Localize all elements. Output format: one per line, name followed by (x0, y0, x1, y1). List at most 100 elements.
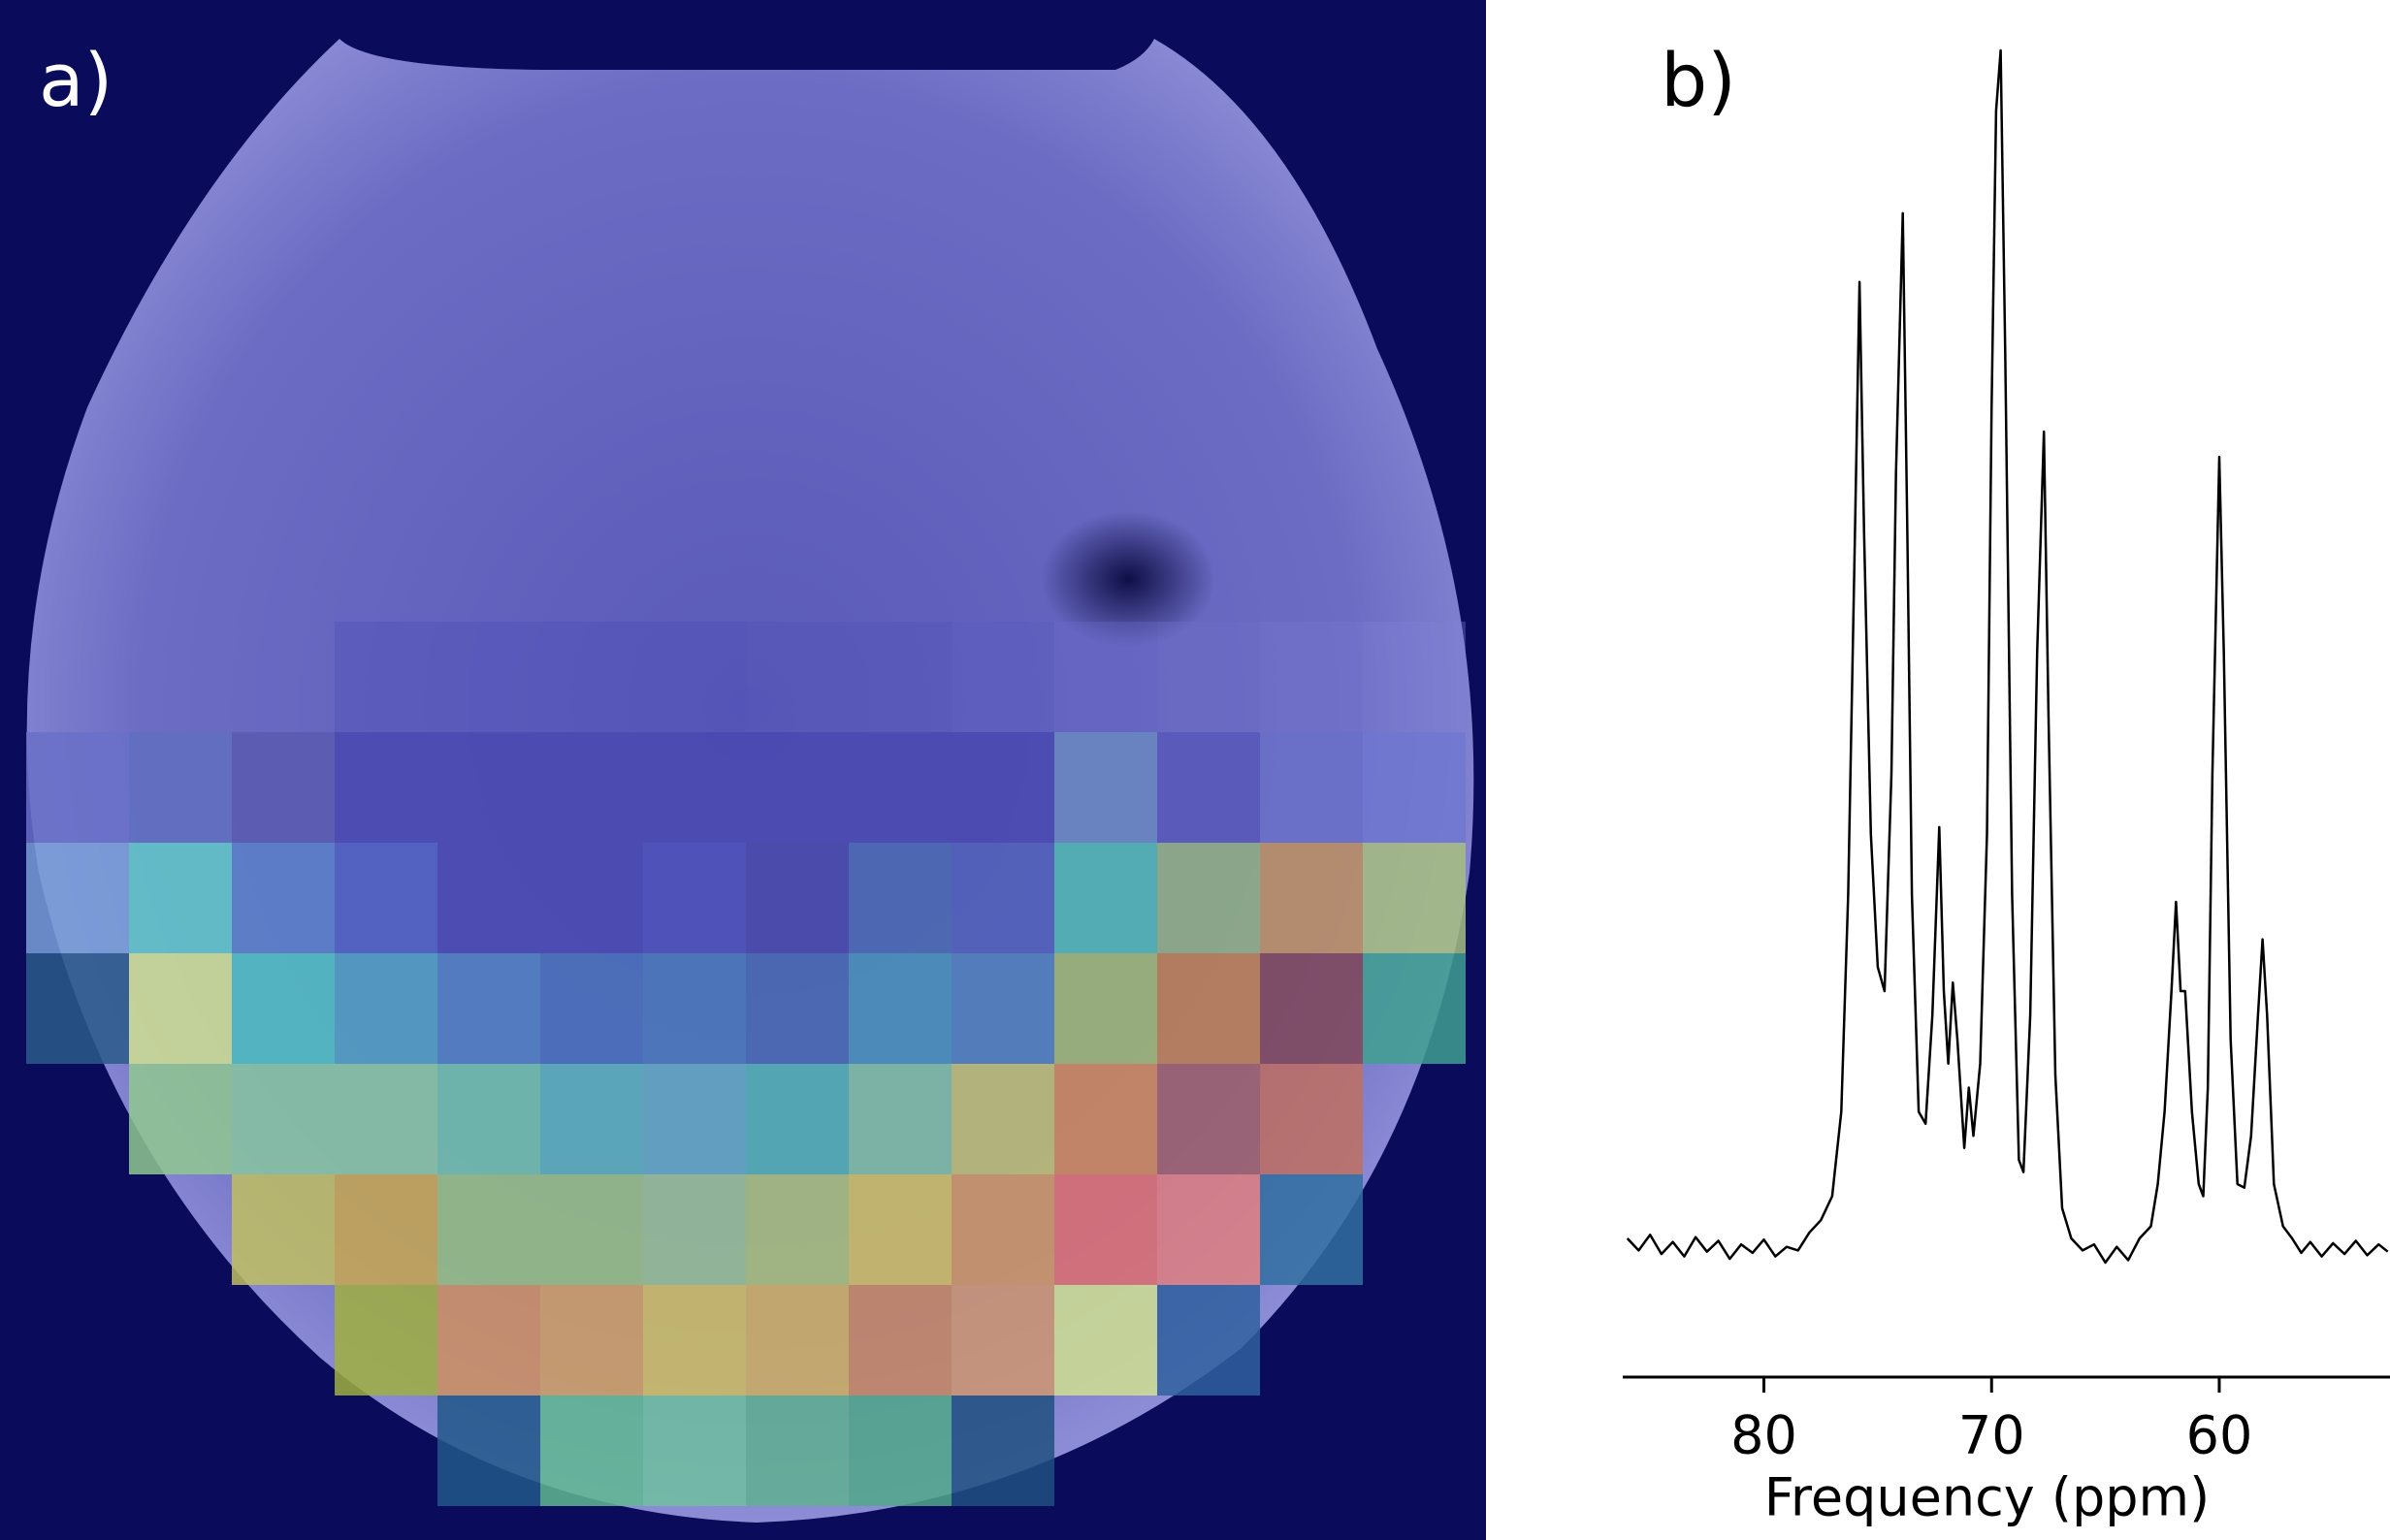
heatmap-cell (540, 953, 643, 1064)
heatmap-cell (1260, 843, 1363, 953)
heatmap-cell (952, 1174, 1054, 1285)
heatmap-cell (746, 1064, 849, 1174)
heatmap-cell (849, 1396, 952, 1506)
heatmap-cell (746, 1285, 849, 1396)
heatmap-cell (849, 622, 952, 732)
heatmap-cell (849, 843, 952, 953)
heatmap-cell (643, 732, 746, 843)
heatmap-cell (643, 1174, 746, 1285)
heatmap-cell (232, 843, 335, 953)
heatmap-cell (232, 732, 335, 843)
panel-label: a) (39, 37, 113, 123)
heatmap-cell (1260, 1064, 1363, 1174)
heatmap-cell (1054, 1064, 1157, 1174)
heatmap-cell (1157, 622, 1260, 732)
heatmap-cell (437, 1285, 540, 1396)
heatmap-cell (746, 622, 849, 732)
heatmap-cell (335, 843, 437, 953)
x-tick-label: 70 (1958, 1405, 2025, 1466)
heatmap-cell (643, 1396, 746, 1506)
heatmap-cell (1054, 732, 1157, 843)
heatmap-cell (849, 1174, 952, 1285)
heatmap-cell (335, 732, 437, 843)
heatmap-cell (849, 1285, 952, 1396)
heatmap-cell (849, 732, 952, 843)
heatmap-cell (952, 732, 1054, 843)
heatmap-cell (1054, 1285, 1157, 1396)
heatmap-cell (849, 953, 952, 1064)
heatmap-cell (437, 622, 540, 732)
heatmap-cell (1363, 622, 1466, 732)
heatmap-cell (129, 843, 232, 953)
heatmap-cell (1054, 953, 1157, 1064)
heatmap-cell (1260, 732, 1363, 843)
spectrum-line (1626, 48, 2389, 1265)
heatmap-cell (952, 1396, 1054, 1506)
heatmap-cell (1260, 622, 1363, 732)
heatmap-cell (952, 843, 1054, 953)
heatmap-cell (643, 843, 746, 953)
heatmap-cell (1363, 843, 1466, 953)
heatmap-cell (26, 953, 129, 1064)
heatmap-cell (437, 843, 540, 953)
heatmap-cell (335, 1174, 437, 1285)
x-axis-label: Frequency (ppm) (1764, 1467, 2210, 1528)
heatmap-cell (232, 1174, 335, 1285)
heatmap-cell (540, 1396, 643, 1506)
heatmap-cell (437, 1396, 540, 1506)
heatmap-cell (540, 843, 643, 953)
heatmap-cell (746, 953, 849, 1064)
dark-spot (1041, 511, 1215, 647)
heatmap-cell (335, 953, 437, 1064)
heatmap-cell (643, 1285, 746, 1396)
heatmap-cell (746, 1396, 849, 1506)
heatmap-cell (1260, 953, 1363, 1064)
heatmap-cell (952, 622, 1054, 732)
heatmap-cell (849, 1064, 952, 1174)
heatmap-cell (129, 953, 232, 1064)
heatmap-cell (643, 622, 746, 732)
image-panel: a) (0, 0, 1486, 1540)
x-tick-label: 60 (2186, 1405, 2253, 1466)
heatmap-cell (335, 1064, 437, 1174)
heatmap-cell (437, 953, 540, 1064)
heatmap-cell (335, 1285, 437, 1396)
heatmap-cell (232, 953, 335, 1064)
heatmap-cell (1157, 953, 1260, 1064)
panel-label: b) (1661, 37, 1736, 123)
heatmap-cell (26, 843, 129, 953)
heatmap-cell (232, 1064, 335, 1174)
heatmap-cell (540, 1174, 643, 1285)
heatmap-cell (746, 732, 849, 843)
heatmap-cell (952, 1285, 1054, 1396)
heatmap-cell (540, 732, 643, 843)
x-tick-label: 80 (1730, 1405, 1797, 1466)
heatmap-cell (540, 1064, 643, 1174)
heatmap-cell (952, 953, 1054, 1064)
heatmap-cell (1260, 1174, 1363, 1285)
heatmap-cell (1054, 622, 1157, 732)
heatmap-cell (1054, 843, 1157, 953)
heatmap-cell (437, 1174, 540, 1285)
heatmap-cell (26, 732, 129, 843)
heatmap-cell (643, 953, 746, 1064)
heatmap-cell (1157, 1285, 1260, 1396)
heatmap-cell (1157, 1064, 1260, 1174)
heatmap-cell (540, 1285, 643, 1396)
heatmap-cell (1363, 953, 1466, 1064)
heatmap-cell (1157, 843, 1260, 953)
heatmap-cell (643, 1064, 746, 1174)
heatmap-cell (437, 1064, 540, 1174)
heatmap-cell (746, 843, 849, 953)
heatmap-overlay (26, 622, 1466, 1506)
heatmap-cell (746, 1174, 849, 1285)
heatmap-cell (952, 1064, 1054, 1174)
heatmap-cell (1157, 1174, 1260, 1285)
heatmap-cell (129, 1064, 232, 1174)
heatmap-cell (1363, 732, 1466, 843)
heatmap-cell (1054, 1174, 1157, 1285)
heatmap-cell (540, 622, 643, 732)
heatmap-cell (437, 732, 540, 843)
heatmap-cell (335, 622, 437, 732)
